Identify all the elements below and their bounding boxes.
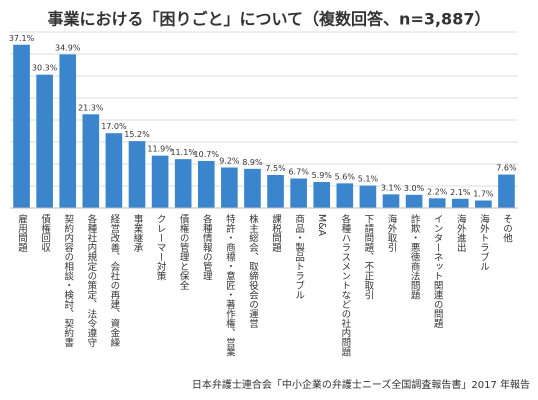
bar xyxy=(128,141,146,208)
x-tick-label: クレーマー対策 xyxy=(155,214,167,281)
chart-title: 事業における「困りごと」について（複数回答、n=3,887） xyxy=(48,10,491,29)
bar xyxy=(174,159,192,208)
bar xyxy=(290,178,307,208)
data-label: 7.5% xyxy=(265,164,286,173)
data-label: 6.7% xyxy=(288,168,309,177)
x-tick-label: 事業継承 xyxy=(132,213,144,252)
x-tick-label: 債権回収 xyxy=(39,213,51,253)
x-tick-label: 契約内容の相談・検討、契約書 xyxy=(62,213,74,348)
bar xyxy=(221,167,238,208)
bar xyxy=(267,175,284,208)
data-label: 10.7% xyxy=(194,150,220,159)
bar xyxy=(244,168,261,208)
x-tick-label: 株主総会、取締役会の運営 xyxy=(247,213,259,329)
x-tick-label: 海外取引 xyxy=(386,213,398,253)
data-label: 3.0% xyxy=(404,184,425,193)
data-label: 5.1% xyxy=(358,175,379,184)
bar xyxy=(13,44,30,209)
x-tick-label: 詐欺・悪徳商法問題 xyxy=(409,213,421,300)
data-label: 2.1% xyxy=(450,188,471,197)
data-label: 11.9% xyxy=(147,145,173,154)
data-label: 2.2% xyxy=(427,187,448,196)
x-tick-label: 下請問題、不正取引 xyxy=(362,214,374,300)
bar xyxy=(36,74,53,209)
data-label: 8.9% xyxy=(242,158,263,167)
source: 日本弁護士連合会「中小企業の弁護士ニーズ全国調査報告書」2017 年報告 xyxy=(192,378,530,391)
x-tick-label: 雇用問題 xyxy=(16,213,28,253)
x-tick-label: 特許・商標・意匠・著作権、営業 xyxy=(224,213,236,357)
x-tick-label: 課税問題 xyxy=(270,213,282,253)
data-label: 11.1% xyxy=(170,148,196,157)
x-tick-label: 各種情報の管理 xyxy=(201,213,213,280)
bar xyxy=(498,174,515,208)
x-tick-label: 債権の管理と保全 xyxy=(178,213,190,290)
bar xyxy=(82,114,100,208)
bar xyxy=(151,155,169,208)
data-label: 1.7% xyxy=(473,190,494,199)
x-tick-label: 各種社内規定の策定、法令遵守 xyxy=(85,213,97,348)
x-tick-label: 経営改善、会社の再建、資金繰 xyxy=(108,213,120,348)
bar xyxy=(428,198,446,208)
bar xyxy=(359,185,377,208)
data-label: 34.9% xyxy=(55,43,81,52)
bar xyxy=(59,54,77,208)
data-label: 5.6% xyxy=(335,172,356,181)
bar xyxy=(105,133,123,208)
data-label: 21.3% xyxy=(78,103,104,112)
data-label: 30.3% xyxy=(32,64,58,73)
data-label: 3.1% xyxy=(381,183,402,192)
data-label: 37.1% xyxy=(9,34,35,43)
data-label: 15.2% xyxy=(124,130,150,139)
bar xyxy=(475,200,492,208)
data-label: 17.0% xyxy=(101,122,127,131)
x-tick-label: 商品・製品トラブル xyxy=(293,213,305,299)
bar xyxy=(405,194,423,208)
x-tick-label: M&A xyxy=(316,214,327,237)
data-label: 9.2% xyxy=(219,157,240,166)
x-tick-label: 海外進出 xyxy=(455,213,467,253)
bar xyxy=(197,160,215,208)
data-label: 5.9% xyxy=(312,171,333,180)
x-tick-label: 海外トラブル xyxy=(478,213,490,271)
x-tick-label: インターネット関連の問題 xyxy=(432,214,444,329)
bar xyxy=(336,183,354,208)
x-tick-label: その他 xyxy=(501,214,513,243)
data-label: 7.6% xyxy=(496,164,517,173)
bar xyxy=(313,182,331,208)
x-tick-label: 各種ハラスメントなどの社内問題 xyxy=(339,213,351,357)
bar xyxy=(451,198,469,208)
bar xyxy=(382,194,400,208)
